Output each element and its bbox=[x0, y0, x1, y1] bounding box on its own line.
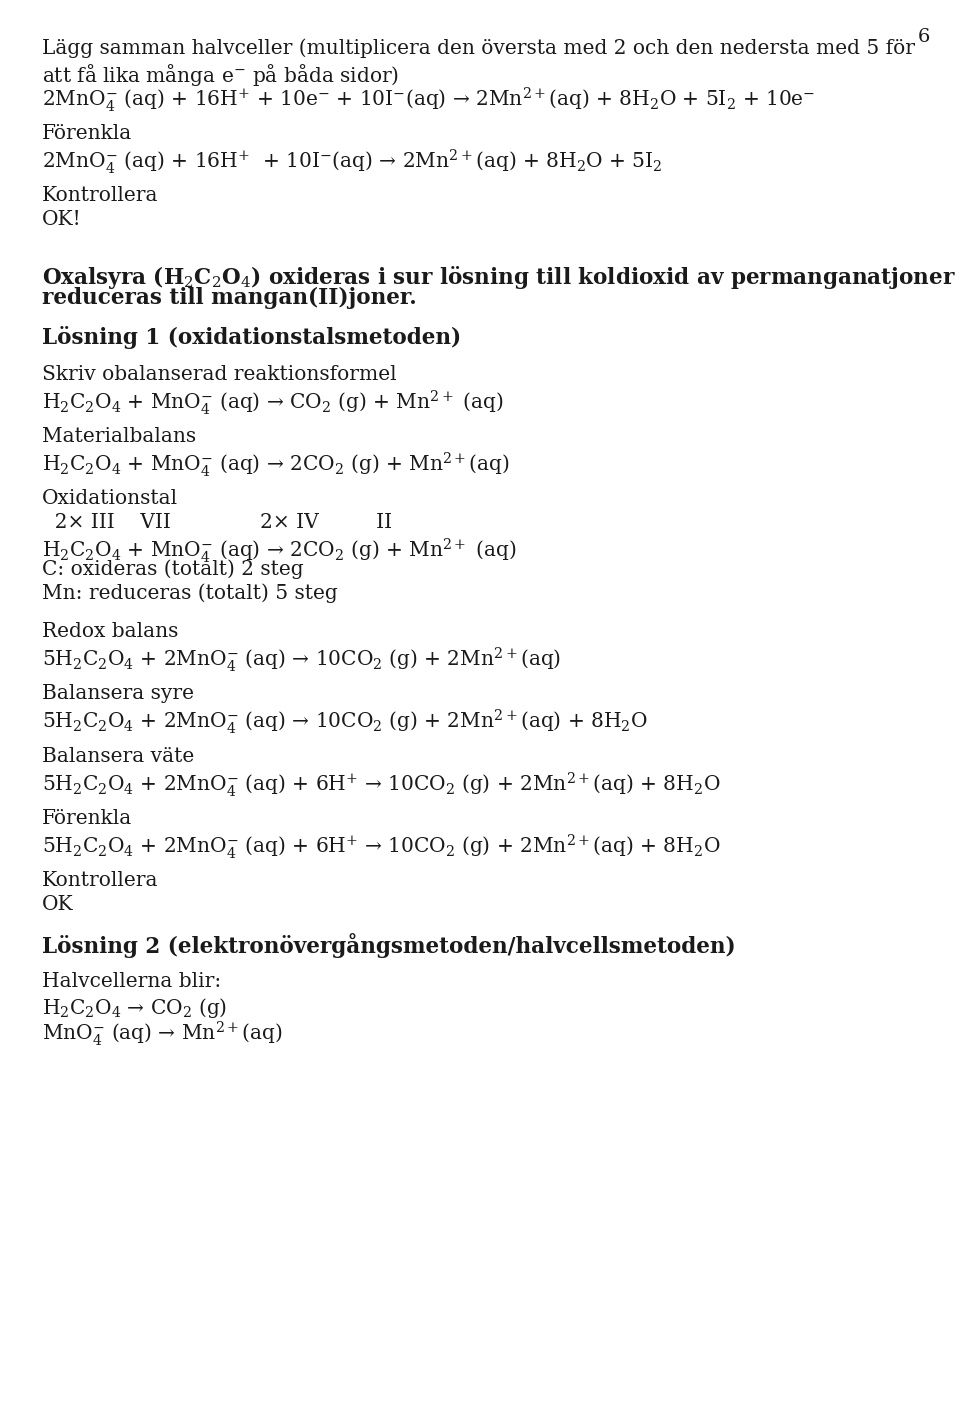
Text: reduceras till mangan(II)joner.: reduceras till mangan(II)joner. bbox=[42, 287, 417, 309]
Text: Halvcellerna blir:: Halvcellerna blir: bbox=[42, 972, 221, 991]
Text: Mn: reduceras (totalt) 5 steg: Mn: reduceras (totalt) 5 steg bbox=[42, 583, 338, 603]
Text: Kontrollera: Kontrollera bbox=[42, 186, 158, 206]
Text: Balansera syre: Balansera syre bbox=[42, 685, 194, 703]
Text: C: oxideras (totalt) 2 steg: C: oxideras (totalt) 2 steg bbox=[42, 559, 303, 579]
Text: 5H$_2$C$_2$O$_4$ + 2MnO$_4^{-}$ (aq) + 6H$^{+}$ → 10CO$_2$ (g) + 2Mn$^{2+}$(aq) : 5H$_2$C$_2$O$_4$ + 2MnO$_4^{-}$ (aq) + 6… bbox=[42, 833, 720, 861]
Text: Materialbalans: Materialbalans bbox=[42, 427, 196, 445]
Text: OK!: OK! bbox=[42, 210, 82, 228]
Text: 5H$_2$C$_2$O$_4$ + 2MnO$_4^{-}$ (aq) + 6H$^{+}$ → 10CO$_2$ (g) + 2Mn$^{2+}$(aq) : 5H$_2$C$_2$O$_4$ + 2MnO$_4^{-}$ (aq) + 6… bbox=[42, 771, 720, 799]
Text: Redox balans: Redox balans bbox=[42, 621, 179, 641]
Text: Skriv obalanserad reaktionsformel: Skriv obalanserad reaktionsformel bbox=[42, 365, 396, 383]
Text: 2× III    VII              2× IV         II: 2× III VII 2× IV II bbox=[42, 513, 392, 531]
Text: att få lika många e$^{-}$ på båda sidor): att få lika många e$^{-}$ på båda sidor) bbox=[42, 62, 399, 87]
Text: OK: OK bbox=[42, 895, 74, 913]
Text: Oxidationstal: Oxidationstal bbox=[42, 489, 179, 509]
Text: Lägg samman halvceller (multiplicera den översta med 2 och den nedersta med 5 fö: Lägg samman halvceller (multiplicera den… bbox=[42, 38, 915, 58]
Text: H$_2$C$_2$O$_4$ + MnO$_4^{-}$ (aq) → 2CO$_2$ (g) + Mn$^{2+}$(aq): H$_2$C$_2$O$_4$ + MnO$_4^{-}$ (aq) → 2CO… bbox=[42, 451, 510, 479]
Text: 2MnO$_4^{-}$ (aq) + 16H$^{+}$  + 10I$^{-}$(aq) → 2Mn$^{2+}$(aq) + 8H$_2$O + 5I$_: 2MnO$_4^{-}$ (aq) + 16H$^{+}$ + 10I$^{-}… bbox=[42, 148, 662, 176]
Text: Förenkla: Förenkla bbox=[42, 124, 132, 142]
Text: 2MnO$_4^{-}$ (aq) + 16H$^{+}$ + 10e$^{-}$ + 10I$^{-}$(aq) → 2Mn$^{2+}$(aq) + 8H$: 2MnO$_4^{-}$ (aq) + 16H$^{+}$ + 10e$^{-}… bbox=[42, 85, 815, 114]
Text: MnO$_4^{-}$ (aq) → Mn$^{2+}$(aq): MnO$_4^{-}$ (aq) → Mn$^{2+}$(aq) bbox=[42, 1019, 282, 1048]
Text: 5H$_2$C$_2$O$_4$ + 2MnO$_4^{-}$ (aq) → 10CO$_2$ (g) + 2Mn$^{2+}$(aq) + 8H$_2$O: 5H$_2$C$_2$O$_4$ + 2MnO$_4^{-}$ (aq) → 1… bbox=[42, 707, 648, 737]
Text: Oxalsyra (H$_2$C$_2$O$_4$) oxideras i sur lösning till koldioxid av permanganatj: Oxalsyra (H$_2$C$_2$O$_4$) oxideras i su… bbox=[42, 263, 960, 290]
Text: 6: 6 bbox=[918, 28, 930, 46]
Text: H$_2$C$_2$O$_4$ + MnO$_4^{-}$ (aq) → CO$_2$ (g) + Mn$^{2+}$ (aq): H$_2$C$_2$O$_4$ + MnO$_4^{-}$ (aq) → CO$… bbox=[42, 387, 503, 417]
Text: Kontrollera: Kontrollera bbox=[42, 871, 158, 890]
Text: H$_2$C$_2$O$_4$ → CO$_2$ (g): H$_2$C$_2$O$_4$ → CO$_2$ (g) bbox=[42, 996, 228, 1020]
Text: 5H$_2$C$_2$O$_4$ + 2MnO$_4^{-}$ (aq) → 10CO$_2$ (g) + 2Mn$^{2+}$(aq): 5H$_2$C$_2$O$_4$ + 2MnO$_4^{-}$ (aq) → 1… bbox=[42, 645, 562, 674]
Text: H$_2$C$_2$O$_4$ + MnO$_4^{-}$ (aq) → 2CO$_2$ (g) + Mn$^{2+}$ (aq): H$_2$C$_2$O$_4$ + MnO$_4^{-}$ (aq) → 2CO… bbox=[42, 537, 516, 565]
Text: Förenkla: Förenkla bbox=[42, 809, 132, 828]
Text: Balansera väte: Balansera väte bbox=[42, 747, 194, 765]
Text: Lösning 2 (elektronövergångsmetoden/halvcellsmetoden): Lösning 2 (elektronövergångsmetoden/halv… bbox=[42, 933, 735, 958]
Text: Lösning 1 (oxidationstalsmetoden): Lösning 1 (oxidationstalsmetoden) bbox=[42, 325, 461, 349]
